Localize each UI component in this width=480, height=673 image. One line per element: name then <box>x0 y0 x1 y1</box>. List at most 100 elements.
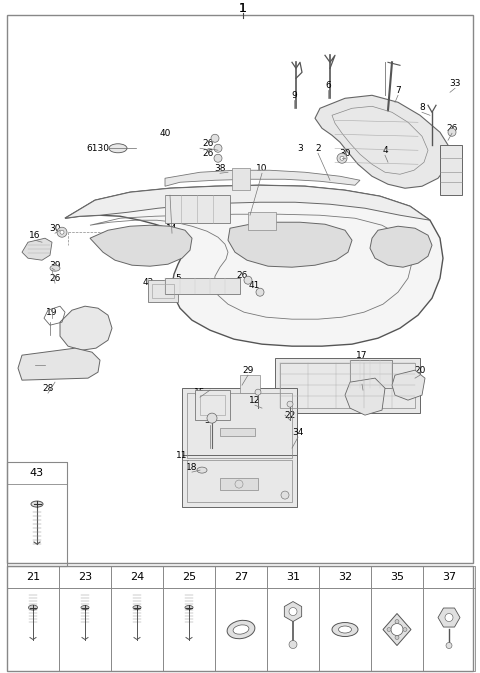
Bar <box>220 428 255 436</box>
Bar <box>187 460 292 502</box>
Text: 23: 23 <box>78 572 92 582</box>
Bar <box>182 455 297 507</box>
Text: 25: 25 <box>182 572 196 582</box>
Circle shape <box>256 288 264 296</box>
Bar <box>7 15 473 563</box>
Bar <box>163 566 215 588</box>
Text: 29: 29 <box>242 365 254 375</box>
Text: 30: 30 <box>49 223 61 233</box>
Polygon shape <box>22 238 52 260</box>
Bar <box>59 588 111 671</box>
Circle shape <box>403 627 407 631</box>
Text: 10: 10 <box>256 164 268 173</box>
Text: 15: 15 <box>194 388 206 396</box>
Circle shape <box>211 135 219 142</box>
Circle shape <box>448 129 456 136</box>
Text: 6130: 6130 <box>86 144 109 153</box>
Bar <box>215 566 267 588</box>
Polygon shape <box>228 222 352 267</box>
Bar <box>275 358 420 413</box>
Text: 14: 14 <box>166 223 178 233</box>
Bar <box>59 566 111 588</box>
Circle shape <box>207 413 217 423</box>
Text: 26: 26 <box>49 274 60 283</box>
Bar <box>111 566 163 588</box>
Ellipse shape <box>81 606 89 610</box>
Bar <box>371 566 423 588</box>
Bar <box>111 588 163 671</box>
Text: 22: 22 <box>284 411 296 420</box>
Text: 20: 20 <box>414 365 426 375</box>
Circle shape <box>60 230 64 234</box>
Circle shape <box>289 608 297 616</box>
Bar <box>187 393 292 458</box>
Bar <box>148 280 178 302</box>
Circle shape <box>337 153 347 164</box>
Polygon shape <box>90 225 192 267</box>
Polygon shape <box>18 348 100 380</box>
Bar <box>350 360 392 388</box>
Bar <box>423 566 475 588</box>
Text: 13: 13 <box>357 381 369 390</box>
Bar <box>319 566 371 588</box>
Text: 32: 32 <box>338 572 352 582</box>
Text: 41: 41 <box>248 281 260 289</box>
Text: 19: 19 <box>46 308 58 317</box>
Bar <box>163 588 215 671</box>
Text: 1: 1 <box>239 2 247 15</box>
Text: 34: 34 <box>292 427 304 437</box>
Circle shape <box>255 389 261 395</box>
Bar <box>215 588 267 671</box>
Text: 31: 31 <box>286 572 300 582</box>
Text: 37: 37 <box>442 572 456 582</box>
Bar <box>280 363 415 408</box>
Text: 3: 3 <box>297 144 303 153</box>
Polygon shape <box>345 378 385 415</box>
Text: 24: 24 <box>130 572 144 582</box>
Bar <box>371 588 423 671</box>
Polygon shape <box>65 185 430 220</box>
Bar <box>7 462 67 566</box>
Bar <box>240 375 260 393</box>
Text: 18: 18 <box>186 462 198 472</box>
Text: 43: 43 <box>30 468 44 478</box>
Text: 26: 26 <box>446 124 458 133</box>
Circle shape <box>244 276 252 284</box>
Polygon shape <box>383 614 411 645</box>
Circle shape <box>287 401 293 407</box>
Text: 8: 8 <box>419 103 425 112</box>
Circle shape <box>57 227 67 237</box>
Bar <box>165 195 230 223</box>
Bar <box>220 478 258 490</box>
Text: 26: 26 <box>236 271 248 280</box>
Text: 2: 2 <box>315 144 321 153</box>
Text: 12: 12 <box>249 396 261 404</box>
Text: 26: 26 <box>202 139 214 148</box>
Text: 33: 33 <box>449 79 461 87</box>
Text: 38: 38 <box>214 164 226 173</box>
Text: 36: 36 <box>204 416 216 425</box>
Text: 5: 5 <box>175 274 181 283</box>
Bar <box>195 390 230 420</box>
Bar <box>267 588 319 671</box>
Text: 40: 40 <box>159 129 171 138</box>
Bar <box>7 462 67 484</box>
Circle shape <box>395 620 399 623</box>
Bar <box>440 145 462 195</box>
Text: 11: 11 <box>176 451 188 460</box>
Text: 9: 9 <box>291 91 297 100</box>
Circle shape <box>395 635 399 639</box>
Polygon shape <box>370 226 432 267</box>
Circle shape <box>387 627 391 631</box>
Polygon shape <box>315 96 450 188</box>
Text: 27: 27 <box>234 572 248 582</box>
Polygon shape <box>392 370 425 400</box>
Text: 30: 30 <box>339 149 351 157</box>
Bar <box>152 284 174 298</box>
Polygon shape <box>60 306 112 350</box>
Text: 1: 1 <box>239 2 247 15</box>
Circle shape <box>214 154 222 162</box>
Text: 16: 16 <box>29 231 41 240</box>
Circle shape <box>340 156 344 160</box>
Circle shape <box>214 144 222 152</box>
